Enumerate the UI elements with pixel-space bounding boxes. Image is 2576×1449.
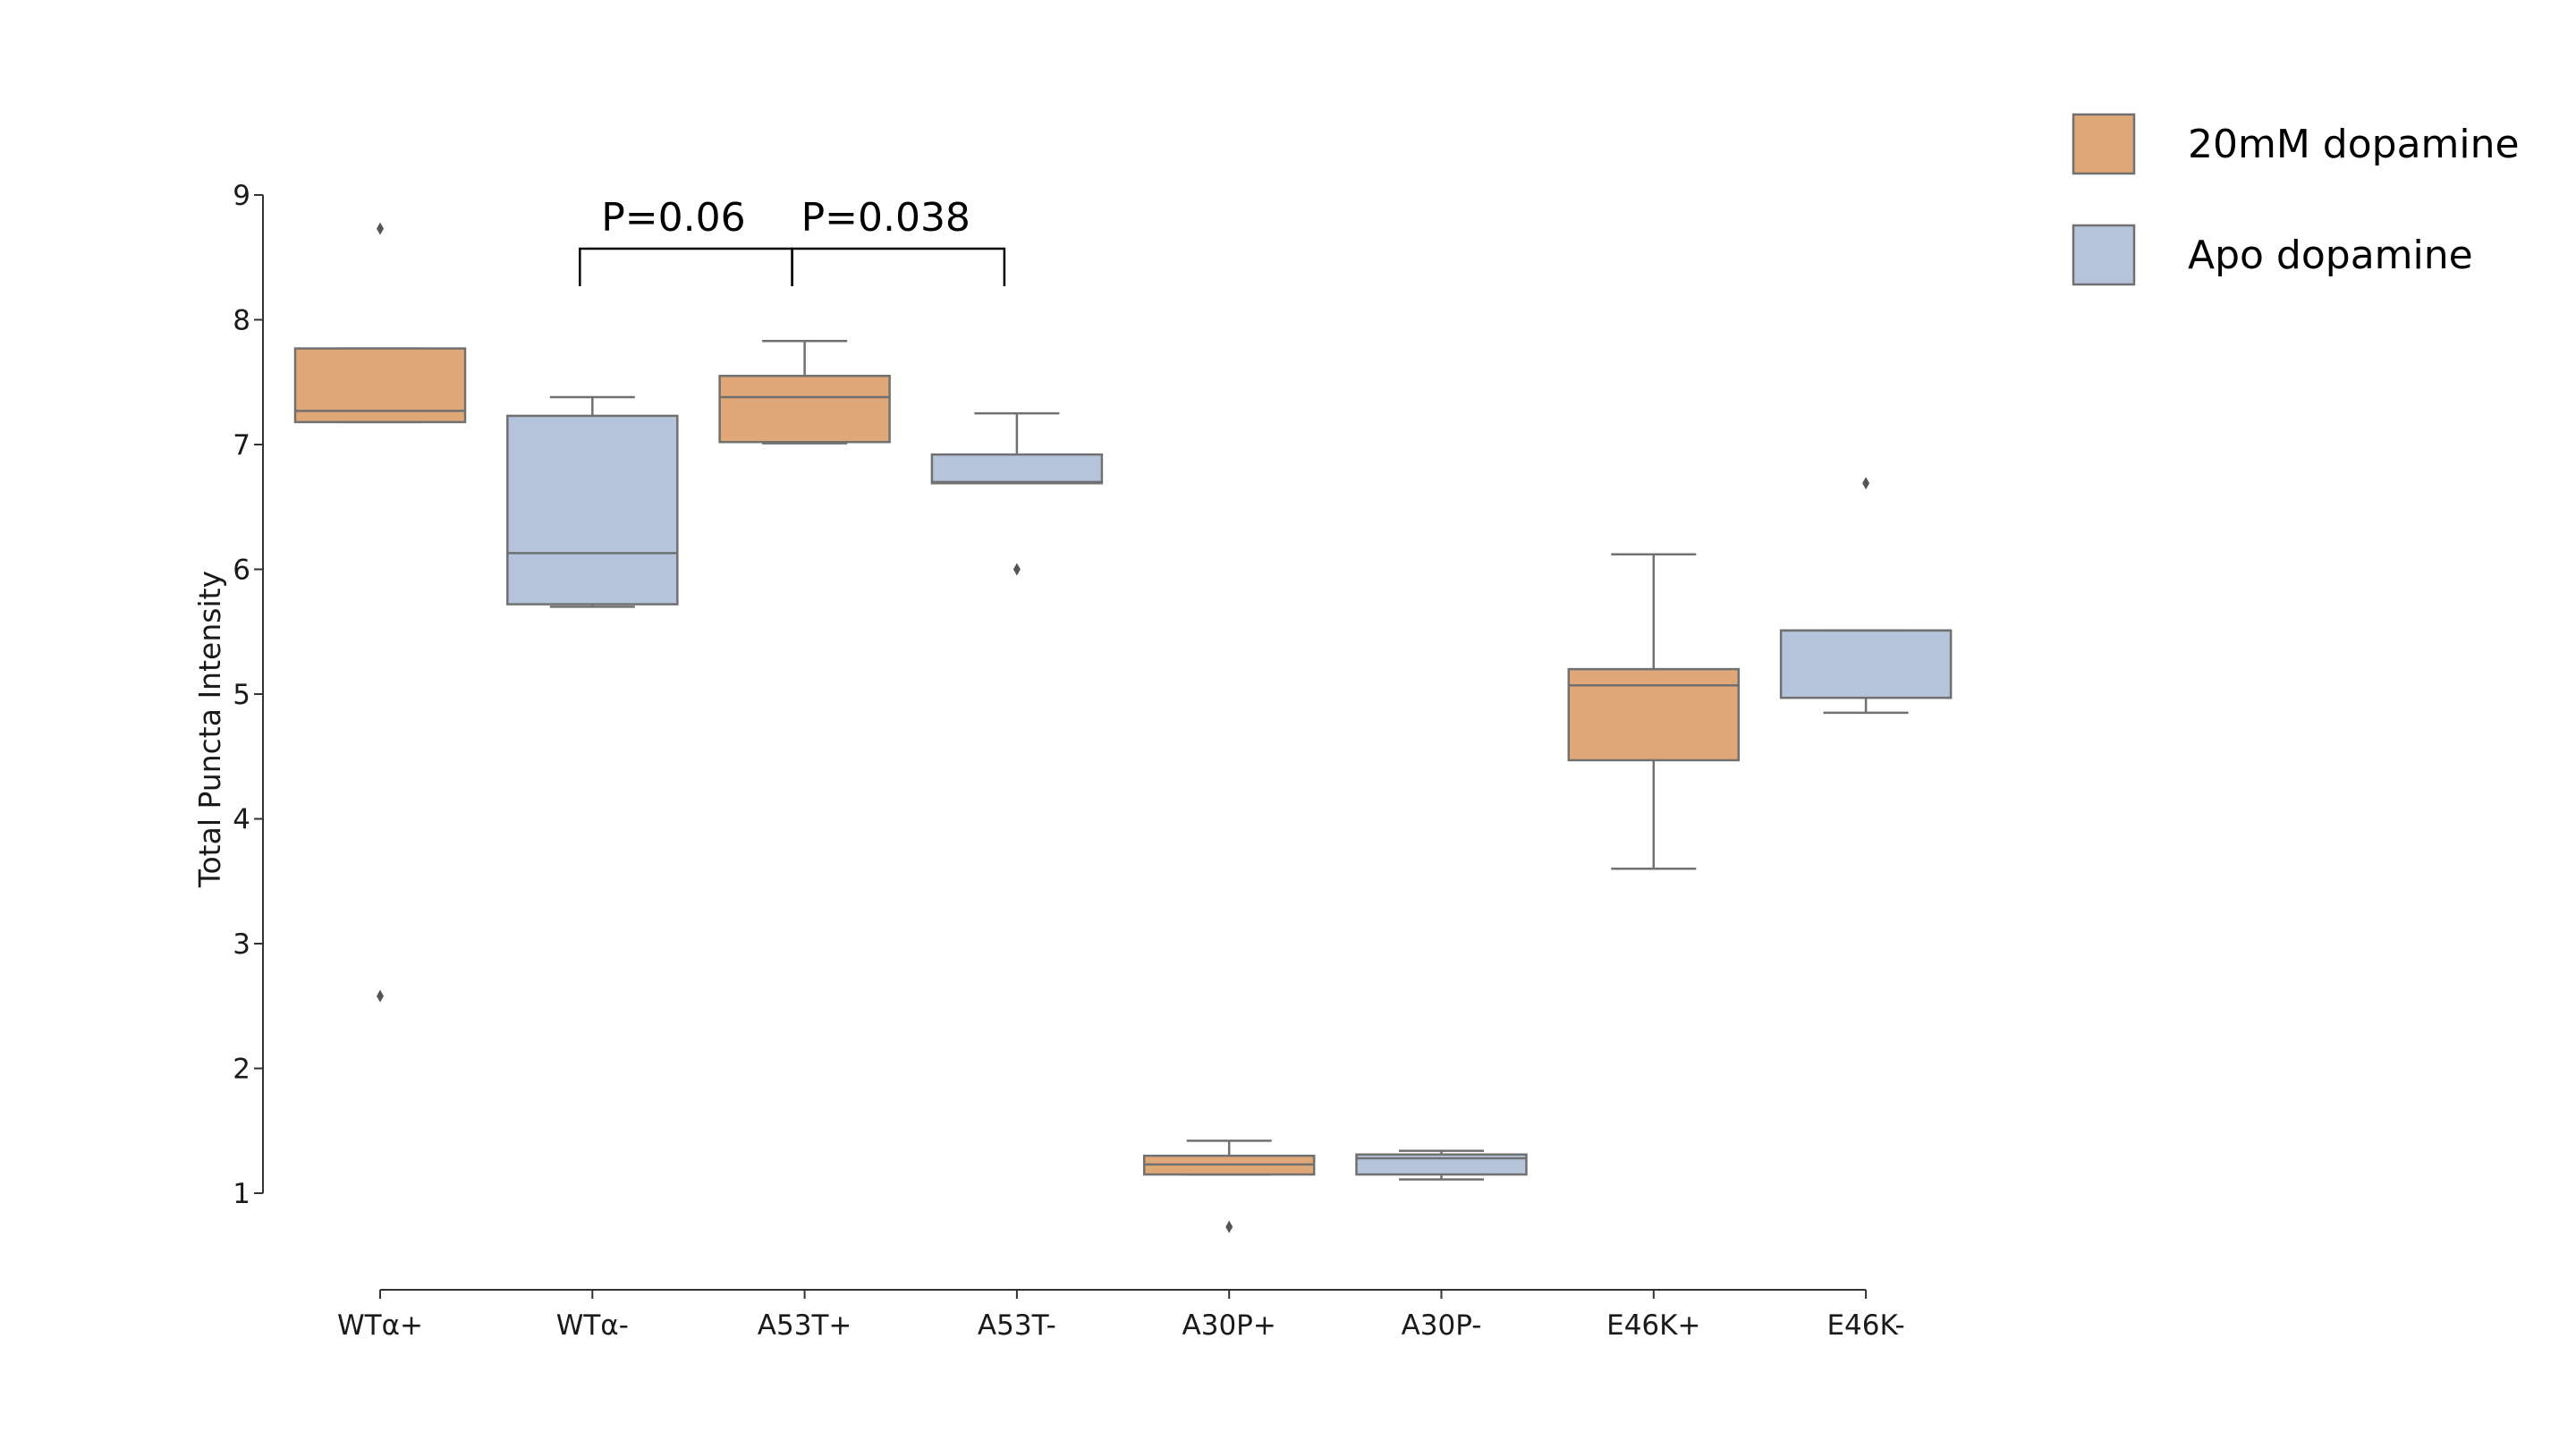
- outlier-a30p-plus-0: [1225, 1220, 1233, 1233]
- y-axis: 1 2 3 4 5 6 7 8 9: [233, 180, 264, 1210]
- box-a30p-minus: [1355, 1149, 1528, 1181]
- box-a53t-plus: [718, 339, 891, 445]
- box-rect-wta-minus: [506, 414, 679, 606]
- box-rect-e46k-minus: [1779, 629, 1953, 699]
- x-tick-label-e46k-plus: E46K+: [1606, 1309, 1700, 1342]
- x-tick-label-wta-minus: WTα-: [556, 1309, 629, 1342]
- y-tick-label-3: 3: [233, 928, 250, 961]
- significance-annotations: P=0.06 P=0.038: [579, 195, 1006, 286]
- outlier-a53t-minus-0: [1013, 563, 1021, 576]
- x-tick-label-a30p-minus: A30P-: [1402, 1309, 1482, 1342]
- legend-item-1: Apo dopamine: [2072, 224, 2473, 286]
- box-rect-e46k-plus: [1567, 667, 1741, 762]
- significance-bracket-1: P=0.038: [791, 195, 1006, 286]
- legend-label-0: 20mM dopamine: [2188, 122, 2520, 167]
- legend-item-0: 20mM dopamine: [2072, 113, 2520, 175]
- y-tick-label-6: 6: [233, 555, 250, 587]
- outlier-wta-plus-1: [377, 989, 384, 1003]
- p-value-label-0: P=0.06: [601, 195, 745, 241]
- box-rect-a30p-minus: [1355, 1153, 1528, 1176]
- box-e46k-plus: [1567, 553, 1741, 870]
- x-tick-label-a30p-plus: A30P+: [1182, 1309, 1276, 1342]
- box-wta-minus: [506, 395, 679, 608]
- box-wta-plus: [293, 222, 467, 1003]
- box-a53t-minus: [930, 411, 1104, 576]
- bracket-line-1: [791, 247, 1006, 286]
- y-tick-label-1: 1: [233, 1178, 250, 1210]
- y-tick-label-5: 5: [233, 679, 250, 711]
- legend: 20mM dopamine Apo dopamine: [2072, 113, 2520, 286]
- box-rect-a53t-minus: [930, 453, 1104, 485]
- legend-swatch-1: [2072, 224, 2136, 286]
- outlier-wta-plus-0: [377, 222, 384, 235]
- y-tick-label-8: 8: [233, 305, 250, 337]
- box-a30p-plus: [1142, 1140, 1316, 1233]
- significance-bracket-0: P=0.06: [579, 195, 793, 286]
- box-e46k-minus: [1779, 477, 1953, 715]
- y-axis-label: Total Puncta Intensity: [192, 571, 227, 888]
- y-tick-label-2: 2: [233, 1054, 250, 1086]
- bracket-line-0: [579, 247, 793, 286]
- boxes: [293, 222, 1953, 1233]
- x-tick-label-wta-plus: WTα+: [337, 1309, 423, 1342]
- y-tick-label-9: 9: [233, 180, 250, 212]
- legend-swatch-0: [2072, 113, 2136, 175]
- box-rect-a53t-plus: [718, 375, 891, 444]
- x-tick-label-a53t-plus: A53T+: [758, 1309, 852, 1342]
- p-value-label-1: P=0.038: [801, 195, 970, 241]
- x-tick-label-a53t-minus: A53T-: [978, 1309, 1056, 1342]
- y-tick-label-4: 4: [233, 804, 250, 836]
- x-axis: WTα+ WTα- A53T+ A53T- A30P+ A30P- E46K+ E46K-: [337, 1289, 1905, 1342]
- x-tick-label-e46k-minus: E46K-: [1826, 1309, 1904, 1342]
- y-tick-label-7: 7: [233, 429, 250, 462]
- outlier-e46k-minus-0: [1862, 477, 1870, 490]
- legend-label-1: Apo dopamine: [2188, 233, 2473, 278]
